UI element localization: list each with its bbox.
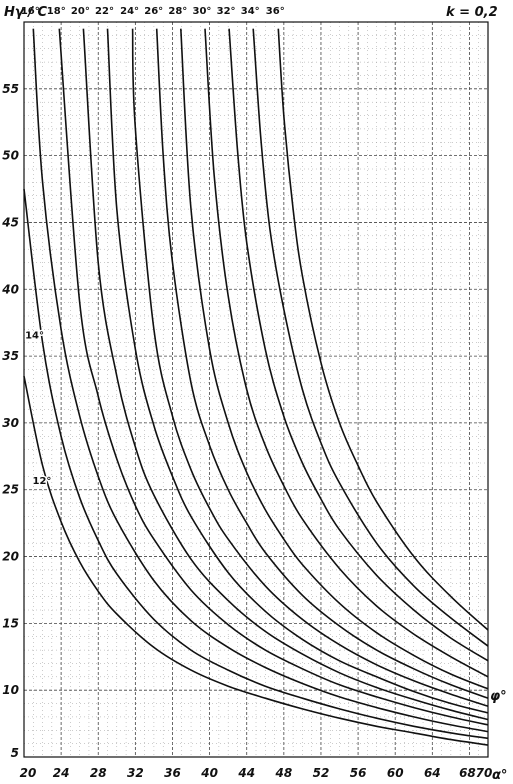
curve-label-36: 36° — [266, 6, 285, 17]
x-axis-label: α° — [492, 768, 507, 783]
y-tick-label: 25 — [2, 483, 19, 497]
curve-phi-16 — [32, 28, 489, 733]
curve-label-20: 20° — [71, 6, 90, 17]
x-tick-label: 68 — [459, 766, 476, 780]
curve-label-16: 16° — [21, 6, 40, 17]
curve-phi-32 — [228, 28, 489, 662]
y-tick-label: 45 — [1, 215, 19, 229]
phi-label: φ° — [490, 689, 507, 704]
x-tick-label: 40 — [200, 766, 218, 780]
curve-phi-18 — [58, 28, 489, 726]
curve-phi-20 — [82, 28, 489, 721]
curve-label-32: 32° — [217, 6, 236, 17]
x-tick-label: 44 — [237, 766, 255, 780]
y-tick-label: 50 — [2, 149, 19, 163]
curves: 12° 14° 16° 18° 20° 22° 24° 26° 28° 30° 32° 34° 36° — [21, 6, 489, 746]
x-tick-label: 20 — [20, 766, 37, 780]
curve-label-24: 24° — [120, 6, 139, 17]
k-annotation: k = 0,2 — [446, 5, 498, 20]
y-tick-label: 20 — [2, 550, 19, 564]
curve-label-22: 22° — [95, 6, 114, 17]
x-tick-label: 28 — [90, 766, 107, 780]
y-tick-label: 55 — [2, 82, 19, 96]
x-tick-label: 70 — [476, 766, 493, 780]
curve-label-34: 34° — [241, 6, 260, 17]
y-axis-label: Hγ / C — [4, 5, 48, 20]
y-tick-label: 10 — [2, 683, 19, 697]
curve-label-18: 18° — [47, 6, 66, 17]
curve-label-12: 12° — [33, 476, 52, 487]
x-tick-label: 48 — [274, 766, 292, 780]
curve-label-30: 30° — [192, 6, 211, 17]
y-tick-label: 5 — [11, 746, 19, 760]
x-tick-label: 32 — [127, 766, 144, 780]
curve-label-14: 14° — [25, 331, 44, 342]
curve-phi-26 — [155, 28, 489, 699]
curve-phi-28 — [180, 28, 489, 690]
x-tick-label: 52 — [313, 766, 330, 780]
curve-label-26: 26° — [144, 6, 163, 17]
curve-phi-22 — [106, 28, 489, 714]
x-tick-label: 36 — [164, 766, 181, 780]
curve-phi-34 — [252, 28, 489, 647]
y-tick-label: 40 — [1, 282, 19, 296]
plot-frame — [23, 21, 489, 758]
y-tick-label: 35 — [2, 349, 19, 363]
x-tick-label: 56 — [350, 766, 367, 780]
y-tick-label: 30 — [2, 416, 19, 430]
curve-phi-36 — [277, 28, 489, 631]
curve-label-28: 28° — [168, 6, 187, 17]
x-tick-label: 60 — [387, 766, 404, 780]
tick-labels: 20 24 28 32 36 40 44 48 52 56 60 64 68 70 10 15 20 25 30 35… — [1, 82, 492, 780]
curve-phi-24 — [131, 28, 489, 707]
curve-phi-30 — [204, 28, 489, 678]
x-tick-label: 64 — [424, 766, 441, 780]
curve-phi-12 — [23, 375, 489, 746]
x-tick-label: 24 — [53, 766, 70, 780]
chart-labels: Hγ / C k = 0,2 φ° α° — [4, 5, 507, 783]
curve-phi-14 — [23, 188, 489, 740]
y-tick-label: 15 — [2, 616, 19, 630]
